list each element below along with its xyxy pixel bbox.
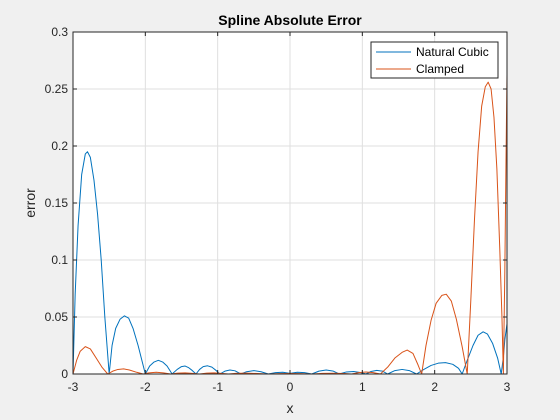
x-tick-label: 2 [431,380,438,394]
x-tick-label: 1 [359,380,366,394]
legend: Natural Cubic Clamped [370,41,499,79]
y-tick-label: 0.2 [51,139,68,153]
chart-title: Spline Absolute Error [218,12,362,28]
x-tick-label: 3 [504,380,511,394]
x-tick-label: -2 [140,380,151,394]
ticks: -3 -2 -1 0 1 2 3 0 0.05 0.1 0.15 0.2 0.25 0.3 [45,25,511,394]
y-tick-label: 0.25 [45,82,69,96]
x-tick-label: 0 [287,380,294,394]
y-tick-label: 0.1 [51,253,68,267]
y-axis-label: error [22,188,38,218]
y-tick-label: 0.15 [45,196,69,210]
y-tick-label: 0.3 [51,25,68,39]
legend-box [370,41,499,79]
y-tick-label: 0.05 [45,310,69,324]
x-axis-label: x [287,400,294,416]
x-tick-label: -1 [212,380,223,394]
legend-label-clamped: Clamped [416,62,464,76]
x-tick-label: -3 [68,380,79,394]
y-tick-label: 0 [61,367,68,381]
legend-label-natural-cubic: Natural Cubic [416,45,489,59]
series-line-natural-cubic [72,151,508,375]
